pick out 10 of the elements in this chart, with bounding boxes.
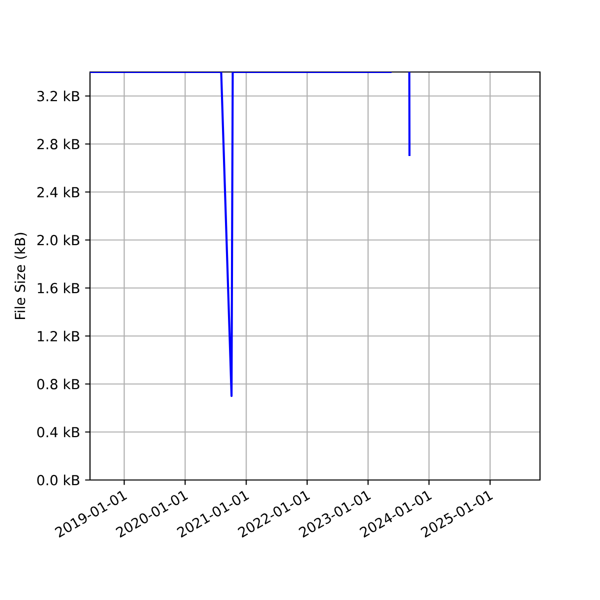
- y-tick-label: 1.6 kB: [38, 282, 80, 294]
- y-tick-label: 0.8 kB: [37, 378, 80, 390]
- y-tick-label: 2.4 kB: [37, 186, 80, 198]
- y-tick-label: 2.0 kB: [37, 234, 80, 246]
- y-tick-label: 1.2 kB: [38, 330, 80, 342]
- y-axis-title: File Size (kB): [14, 232, 27, 319]
- y-tick-label: 0.4 kB: [37, 426, 80, 438]
- y-tick-label: 2.8 kB: [37, 138, 80, 150]
- y-tick-label: 3.2 kB: [37, 90, 80, 102]
- y-tick-label: 0.0 kB: [37, 474, 80, 486]
